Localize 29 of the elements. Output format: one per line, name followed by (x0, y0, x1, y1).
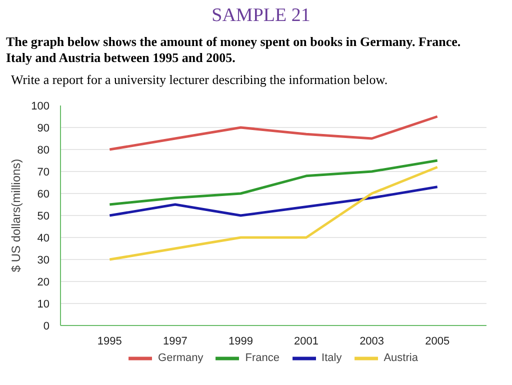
y-tick-label: 60 (37, 188, 50, 200)
line-series (108, 158, 439, 206)
line-series (108, 185, 439, 216)
x-tick-label: 2001 (294, 335, 319, 348)
y-tick-label: 100 (31, 100, 50, 112)
x-tick-label: 2003 (360, 335, 384, 348)
y-tick-label: 20 (37, 276, 50, 288)
y-tick-label: 70 (37, 166, 50, 178)
chart-title: SAMPLE 21 (212, 4, 310, 28)
chart-subtitle: The graph below shows the amount of money spent on books in Germany. France. Italy and Austria between 1995 and 2005. (6, 34, 462, 66)
x-tick-label: 2005 (425, 335, 450, 348)
legend-label: Italy (322, 352, 342, 364)
x-tick-label: 1999 (228, 335, 253, 348)
x-tick-label: 1995 (97, 335, 122, 348)
y-tick-label: 80 (37, 144, 50, 156)
y-axis-title: $ US dollars(millions) (9, 158, 24, 272)
line-series (108, 166, 439, 260)
y-tick-label: 30 (37, 254, 50, 266)
line-series (108, 114, 439, 150)
legend-label: Austria (384, 352, 418, 364)
y-tick-label: 10 (37, 298, 50, 310)
y-tick-label: 50 (37, 210, 50, 222)
y-tick-label: 40 (37, 232, 50, 244)
y-tick-label: 90 (37, 122, 50, 134)
legend-label: France (245, 352, 280, 364)
x-tick-label: 1997 (162, 335, 188, 348)
y-tick-label: 0 (43, 320, 50, 332)
text: Write a report for a university lecturer describing the information below. (11, 71, 388, 90)
legend-label: Germany (158, 352, 204, 364)
